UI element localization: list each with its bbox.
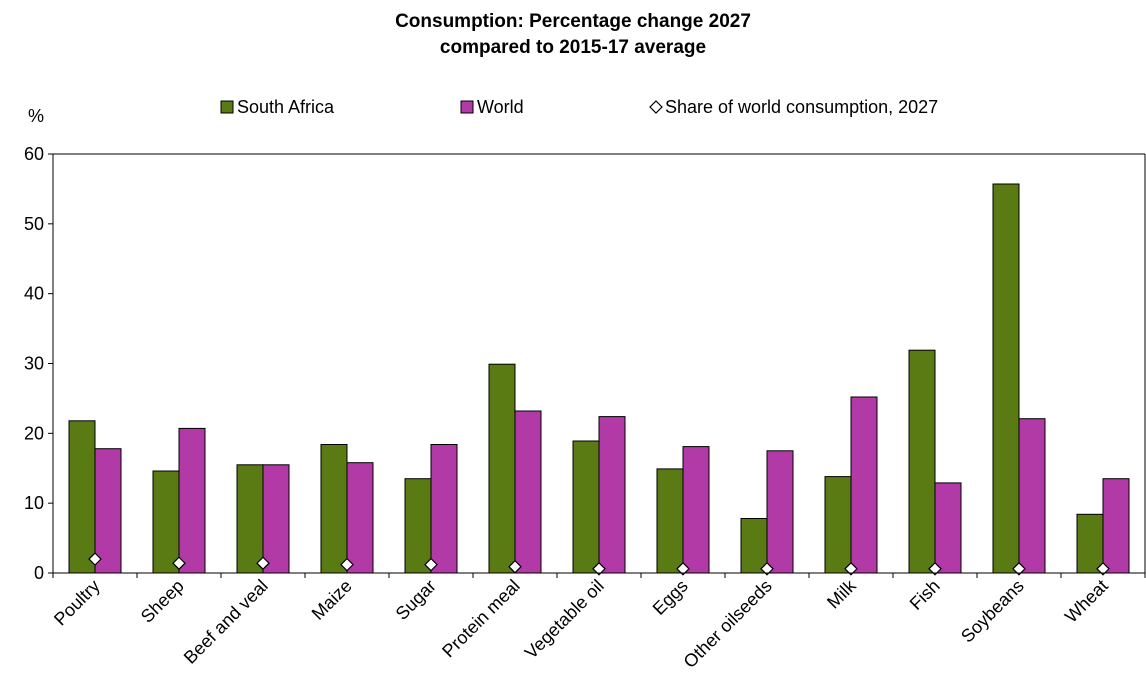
bar-world-maize	[346, 462, 374, 574]
legend-swatch-world	[460, 100, 474, 114]
share-marker-wheat	[1096, 561, 1110, 576]
share-marker-milk	[844, 561, 858, 576]
chart-title-line-2: compared to 2015-17 average	[440, 37, 706, 58]
bar-south-africa-other-oilseeds	[740, 518, 768, 574]
x-category-label-milk: Milk	[823, 575, 860, 612]
x-category-label-poultry: Poultry	[50, 576, 104, 630]
bar-world-eggs	[682, 446, 710, 574]
y-axis-unit-label: %	[28, 106, 44, 126]
share-marker-beef-and-veal	[256, 556, 270, 571]
bar-south-africa-soybeans	[992, 183, 1020, 574]
chart-title-line-1: Consumption: Percentage change 2027	[395, 11, 751, 32]
bar-south-africa-sugar	[404, 478, 432, 574]
bar-south-africa-eggs	[656, 468, 684, 574]
bar-south-africa-milk	[824, 476, 852, 574]
y-tick-label-40: 40	[24, 284, 44, 304]
share-marker-soybeans	[1012, 561, 1026, 576]
bar-south-africa-sheep	[152, 470, 180, 574]
legend-swatch-south-africa	[220, 100, 234, 114]
bar-world-beef-and-veal	[262, 464, 290, 574]
x-category-label-eggs: Eggs	[649, 576, 692, 619]
x-category-label-soybeans: Soybeans	[957, 576, 1028, 647]
bar-world-fish	[934, 482, 962, 574]
y-tick-label-50: 50	[24, 214, 44, 234]
bar-world-vegetable-oil	[598, 416, 626, 574]
share-marker-poultry	[88, 552, 102, 566]
x-category-label-other-oilseeds: Other oilseeds	[680, 576, 776, 672]
x-category-label-wheat: Wheat	[1061, 576, 1112, 627]
share-marker-sheep	[172, 556, 186, 571]
share-marker-maize	[340, 557, 354, 572]
legend-label-share: Share of world consumption, 2027	[665, 97, 938, 117]
legend: South Africa World Share of world consum…	[220, 97, 938, 117]
x-category-label-protein-meal: Protein meal	[438, 576, 524, 662]
x-category-label-sugar: Sugar	[392, 576, 440, 624]
x-category-label-fish: Fish	[906, 576, 944, 614]
share-marker-vegetable-oil	[592, 561, 606, 576]
share-marker-fish	[928, 561, 942, 576]
bar-south-africa-wheat	[1076, 513, 1104, 574]
y-tick-label-20: 20	[24, 423, 44, 443]
share-marker-other-oilseeds	[760, 561, 774, 576]
x-category-label-maize: Maize	[308, 576, 356, 624]
bar-south-africa-fish	[908, 349, 936, 574]
y-tick-label-0: 0	[34, 563, 44, 583]
x-category-label-vegetable-oil: Vegetable oil	[521, 576, 608, 663]
y-tick-label-10: 10	[24, 493, 44, 513]
bar-world-protein-meal	[514, 410, 542, 574]
x-category-label-sheep: Sheep	[137, 576, 188, 627]
bar-world-poultry	[94, 448, 122, 574]
legend-label-south-africa: South Africa	[237, 97, 335, 117]
bar-south-africa-poultry	[68, 420, 96, 574]
bar-world-sugar	[430, 444, 458, 574]
bar-world-other-oilseeds	[766, 450, 794, 574]
y-tick-label-60: 60	[24, 144, 44, 164]
bar-south-africa-beef-and-veal	[236, 464, 264, 574]
bar-world-soybeans	[1018, 418, 1046, 574]
share-marker-sugar	[424, 557, 438, 572]
legend-diamond-icon	[649, 100, 663, 114]
bar-south-africa-protein-meal	[488, 363, 516, 574]
bar-world-milk	[850, 396, 878, 574]
x-category-label-beef-and-veal: Beef and veal	[180, 576, 272, 668]
y-tick-label-30: 30	[24, 354, 44, 374]
share-marker-eggs	[676, 561, 690, 576]
bar-world-sheep	[178, 427, 206, 574]
legend-label-world: World	[477, 97, 524, 117]
bar-world-wheat	[1102, 478, 1130, 574]
bar-south-africa-maize	[320, 444, 348, 574]
bar-south-africa-vegetable-oil	[572, 440, 600, 574]
